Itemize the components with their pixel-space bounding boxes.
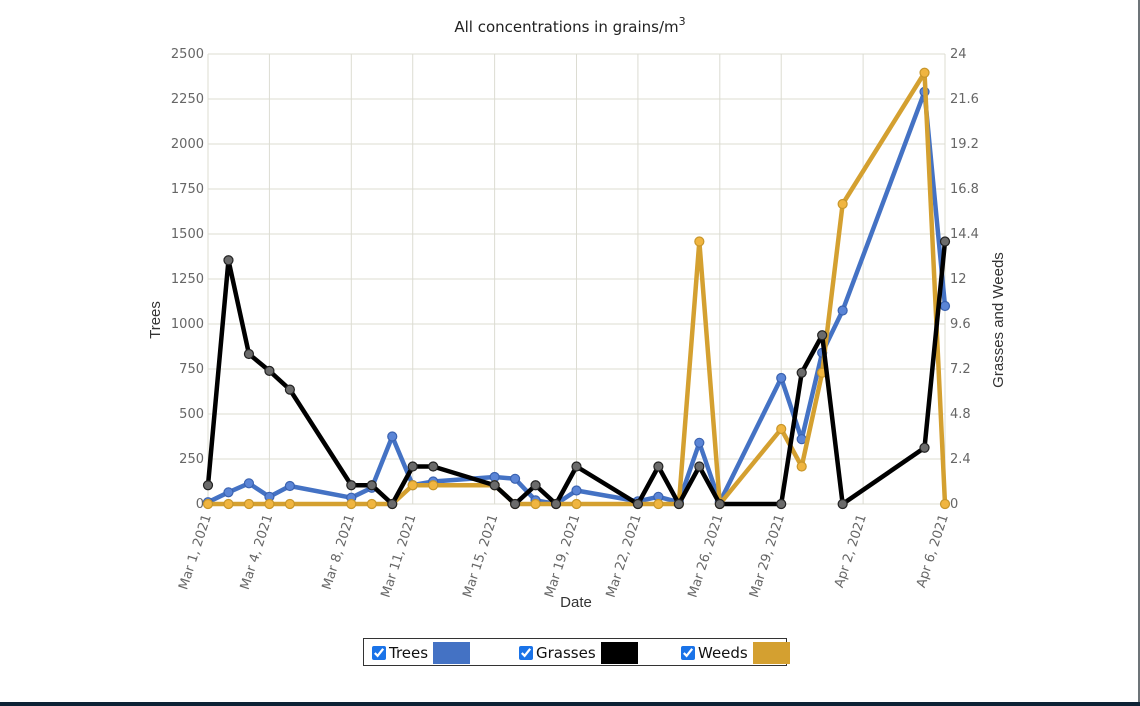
- x-axis-title: Date: [560, 594, 592, 611]
- svg-text:19.2: 19.2: [950, 137, 979, 152]
- trees-color-swatch: [433, 642, 471, 664]
- svg-text:Mar 26, 2021: Mar 26, 2021: [686, 513, 727, 600]
- svg-text:750: 750: [179, 362, 204, 377]
- grasses-checkbox[interactable]: [519, 646, 533, 660]
- svg-text:2.4: 2.4: [950, 452, 971, 467]
- svg-text:2000: 2000: [171, 137, 204, 152]
- legend-label-grasses: Grasses: [536, 644, 596, 662]
- grasses-color-swatch: [600, 642, 638, 664]
- svg-text:14.4: 14.4: [950, 227, 979, 242]
- svg-text:24: 24: [950, 47, 967, 62]
- svg-text:4.8: 4.8: [950, 407, 971, 422]
- svg-text:1250: 1250: [171, 272, 204, 287]
- legend-item-trees[interactable]: Trees: [372, 642, 471, 664]
- chart-title: All concentrations in grains/m3: [454, 15, 685, 36]
- svg-text:1750: 1750: [171, 182, 204, 197]
- x-axis-ticks: Mar 1, 2021 Mar 4, 2021 Mar 8, 2021 Mar 11,…: [176, 513, 951, 600]
- left-axis-ticks: 0 250 500 750 1000 1250 1500 1750 2000 2250 2500: [171, 47, 204, 512]
- svg-text:Mar 22, 2021: Mar 22, 2021: [604, 513, 645, 600]
- taskbar-edge: [0, 702, 1140, 706]
- legend-item-weeds[interactable]: Weeds: [681, 642, 790, 664]
- svg-text:500: 500: [179, 407, 204, 422]
- window-scrollbar-edge: [1138, 0, 1140, 702]
- svg-text:Mar 29, 2021: Mar 29, 2021: [747, 513, 788, 600]
- left-axis-title: Trees: [147, 301, 164, 339]
- svg-text:12: 12: [950, 272, 967, 287]
- svg-text:0: 0: [196, 497, 204, 512]
- svg-text:7.2: 7.2: [950, 362, 971, 377]
- legend-item-grasses[interactable]: Grasses: [519, 642, 638, 664]
- svg-text:Mar 15, 2021: Mar 15, 2021: [460, 513, 501, 600]
- svg-text:1000: 1000: [171, 317, 204, 332]
- legend: Trees Grasses Weeds: [363, 638, 790, 666]
- svg-text:Mar 8, 2021: Mar 8, 2021: [320, 513, 358, 592]
- data-series: [202, 67, 951, 510]
- svg-text:9.6: 9.6: [950, 317, 971, 332]
- svg-text:Apr 6, 2021: Apr 6, 2021: [914, 513, 952, 590]
- svg-text:Apr 2, 2021: Apr 2, 2021: [832, 513, 870, 590]
- svg-text:1500: 1500: [171, 227, 204, 242]
- grid-lines: [207, 53, 946, 505]
- svg-text:250: 250: [179, 452, 204, 467]
- right-axis-title: Grasses and Weeds: [990, 252, 1007, 388]
- legend-label-weeds: Weeds: [698, 644, 748, 662]
- svg-text:Mar 1, 2021: Mar 1, 2021: [176, 513, 214, 592]
- svg-text:Mar 11, 2021: Mar 11, 2021: [379, 513, 420, 600]
- svg-text:21.6: 21.6: [950, 92, 979, 107]
- svg-text:Mar 19, 2021: Mar 19, 2021: [542, 513, 583, 600]
- svg-text:2500: 2500: [171, 47, 204, 62]
- trees-checkbox[interactable]: [372, 646, 386, 660]
- weeds-color-swatch: [752, 642, 790, 664]
- svg-text:16.8: 16.8: [950, 182, 979, 197]
- right-axis-ticks: 0 2.4 4.8 7.2 9.6 12 14.4 16.8 19.2 21.6 24: [950, 47, 979, 512]
- weeds-checkbox[interactable]: [681, 646, 695, 660]
- svg-text:Mar 4, 2021: Mar 4, 2021: [238, 513, 276, 592]
- svg-text:2250: 2250: [171, 92, 204, 107]
- svg-text:0: 0: [950, 497, 958, 512]
- legend-label-trees: Trees: [389, 644, 429, 662]
